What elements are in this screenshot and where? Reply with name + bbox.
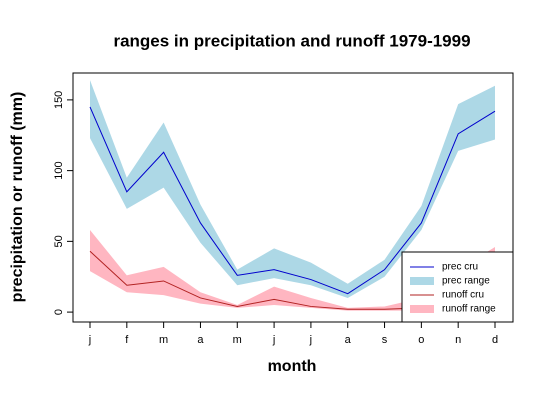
x-axis-label: month: [268, 358, 317, 375]
x-tick-label: m: [159, 334, 168, 346]
y-tick-label: 50: [53, 235, 65, 247]
range-band: [90, 80, 495, 298]
line: [89, 106, 496, 295]
range-band: [90, 230, 495, 311]
x-tick-label: s: [382, 334, 388, 346]
x-tick-label: d: [492, 334, 498, 346]
legend-label: prec cru: [442, 262, 478, 273]
x-tick-label: o: [418, 334, 424, 346]
legend-swatch: [410, 305, 434, 313]
legend-swatch: [410, 277, 434, 285]
x-tick-label: a: [197, 334, 204, 346]
legend-label: runoff cru: [442, 290, 484, 301]
x-tick-label: m: [233, 334, 242, 346]
x-tick-label: j: [309, 334, 312, 346]
x-tick-label: f: [125, 334, 129, 346]
x-tick-label: n: [455, 334, 461, 346]
legend-label: runoff range: [442, 304, 496, 315]
chart-title: ranges in precipitation and runoff 1979-…: [113, 31, 470, 50]
legend: prec cru prec range runoff cru runoff range: [401, 251, 514, 323]
x-tick-label: a: [345, 334, 352, 346]
y-tick-label: 0: [53, 309, 65, 315]
y-tick-label: 150: [53, 91, 65, 109]
x-tick-label: j: [272, 334, 275, 346]
y-tick-label: 100: [53, 161, 65, 179]
plot-frame: [72, 72, 514, 323]
x-tick-label: j: [88, 334, 91, 346]
y-axis-label: precipitation or runoff (mm): [9, 92, 26, 303]
legend-label: prec range: [442, 276, 490, 287]
